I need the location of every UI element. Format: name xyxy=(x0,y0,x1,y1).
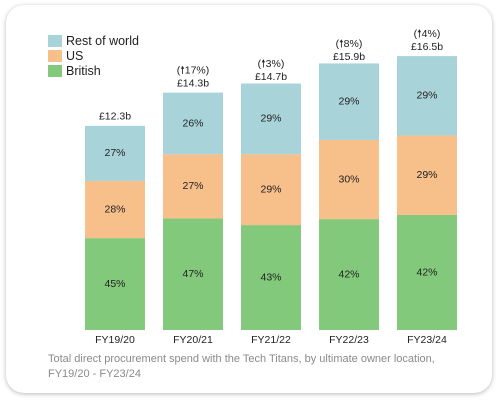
bar-total-label-0: £12.3b xyxy=(99,111,131,123)
bar-change-label-4: (🠕4%) xyxy=(414,28,441,40)
segment-label-rest-of-world-3: 29% xyxy=(338,95,359,107)
segment-label-british-1: 47% xyxy=(182,268,203,280)
bar-change-label-1: (🠕17%) xyxy=(177,64,210,76)
legend-swatch-rest-of-world xyxy=(48,34,62,47)
segment-label-british-4: 42% xyxy=(416,266,437,278)
bar-total-label-2: £14.7b xyxy=(255,71,287,83)
chart-caption: Total direct procurement spend with the … xyxy=(48,353,435,380)
x-tick-label-3: FY22/23 xyxy=(329,334,369,346)
segment-label-british-2: 43% xyxy=(260,271,281,283)
bar-segment-british-0 xyxy=(85,238,145,330)
legend-item-us: US xyxy=(48,48,139,63)
bar-total-label-3: £15.9b xyxy=(333,51,365,63)
legend-label-us: US xyxy=(66,48,84,63)
bar-segment-us-3 xyxy=(319,139,379,220)
bar-segment-rest-of-world-1 xyxy=(163,92,223,155)
chart-legend: Rest of world US British xyxy=(48,33,139,78)
segment-label-us-3: 30% xyxy=(338,173,359,185)
x-tick-label-0: FY19/20 xyxy=(95,334,135,346)
bar-change-label-2: (🠕3%) xyxy=(258,58,285,70)
bar-segment-us-2 xyxy=(241,154,301,226)
bar-change-label-3: (🠕8%) xyxy=(336,38,363,50)
segment-label-british-3: 42% xyxy=(338,268,359,280)
legend-item-rest-of-world: Rest of world xyxy=(48,33,139,48)
segment-label-rest-of-world-4: 29% xyxy=(416,90,437,102)
legend-label-british: British xyxy=(66,63,101,78)
legend-swatch-british xyxy=(48,64,62,77)
x-tick-label-4: FY23/24 xyxy=(407,334,447,346)
bar-segment-rest-of-world-2 xyxy=(241,83,301,155)
bar-segment-british-1 xyxy=(163,218,223,330)
segment-label-rest-of-world-2: 29% xyxy=(260,113,281,125)
bar-segment-rest-of-world-0 xyxy=(85,125,145,181)
bar-segment-us-4 xyxy=(397,135,457,215)
bar-segment-british-2 xyxy=(241,225,301,330)
segment-label-us-4: 29% xyxy=(416,169,437,181)
segment-label-british-0: 45% xyxy=(104,278,125,290)
bar-segment-british-3 xyxy=(319,219,379,330)
bar-total-label-1: £14.3b xyxy=(177,77,209,89)
x-tick-label-1: FY20/21 xyxy=(173,334,213,346)
bar-total-label-4: £16.5b xyxy=(411,41,443,53)
stacked-bar-chart: 45% 28% 27% £12.3b FY19/20 47% 27% 26% £14.3b(🠕1… xyxy=(85,28,457,346)
x-tick-label-2: FY21/22 xyxy=(251,334,291,346)
bar-segment-rest-of-world-3 xyxy=(319,63,379,140)
segment-label-us-2: 29% xyxy=(260,183,281,195)
segment-label-rest-of-world-0: 27% xyxy=(104,147,125,159)
bar-segment-us-0 xyxy=(85,180,145,239)
segment-label-us-0: 28% xyxy=(104,203,125,215)
legend-label-rest-of-world: Rest of world xyxy=(66,33,139,48)
bar-segment-us-1 xyxy=(163,154,223,219)
bar-segment-rest-of-world-4 xyxy=(397,56,457,136)
segment-label-rest-of-world-1: 26% xyxy=(182,117,203,129)
segment-label-us-1: 27% xyxy=(182,180,203,192)
legend-swatch-us xyxy=(48,49,62,62)
legend-item-british: British xyxy=(48,63,139,78)
bar-segment-british-4 xyxy=(397,214,457,330)
